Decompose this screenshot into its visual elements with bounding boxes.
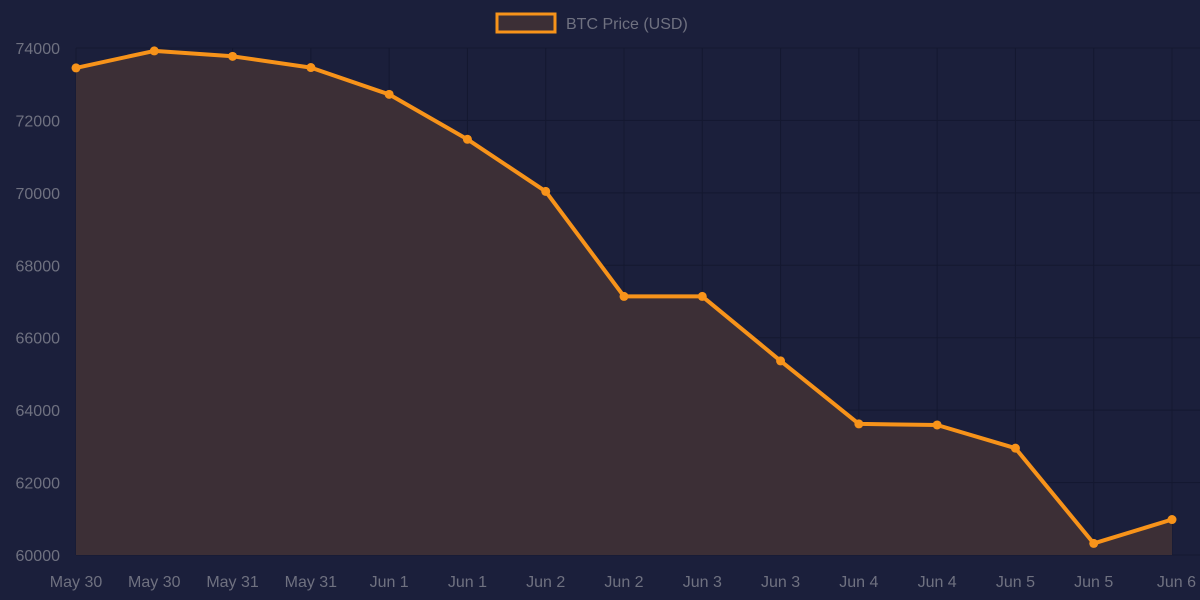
legend[interactable]: BTC Price (USD) <box>495 12 688 34</box>
x-tick-label: Jun 1 <box>370 574 409 591</box>
y-axis-ticks: 60000 62000 64000 66000 68000 70000 72000 74000 <box>16 41 61 565</box>
data-point[interactable] <box>1010 443 1020 453</box>
data-point[interactable] <box>776 356 786 366</box>
x-tick-label: May 30 <box>128 574 181 591</box>
data-point[interactable] <box>1167 515 1177 525</box>
data-point[interactable] <box>462 134 472 144</box>
x-tick-label: Jun 5 <box>996 574 1035 591</box>
data-point[interactable] <box>932 420 942 430</box>
y-tick-label: 66000 <box>16 331 61 348</box>
y-tick-label: 60000 <box>16 548 61 565</box>
data-point[interactable] <box>149 46 159 56</box>
data-point[interactable] <box>306 63 316 73</box>
data-point[interactable] <box>619 291 629 301</box>
data-points <box>71 46 1177 548</box>
data-point[interactable] <box>384 89 394 99</box>
x-tick-label: May 30 <box>50 574 103 591</box>
y-tick-label: 64000 <box>16 403 61 420</box>
x-axis-ticks: May 30 May 30 May 31 May 31 Jun 1 Jun 1 Jun 2 J… <box>50 574 1196 591</box>
x-tick-label: Jun 2 <box>604 574 643 591</box>
y-tick-label: 74000 <box>16 41 61 58</box>
y-tick-label: 72000 <box>16 113 61 130</box>
x-tick-label: Jun 1 <box>448 574 487 591</box>
legend-label: BTC Price (USD) <box>566 16 688 33</box>
x-tick-label: May 31 <box>285 574 338 591</box>
area-fill <box>76 50 1172 556</box>
data-point[interactable] <box>854 419 864 429</box>
y-tick-label: 68000 <box>16 258 61 275</box>
x-tick-label: May 31 <box>206 574 259 591</box>
y-tick-label: 62000 <box>16 476 61 493</box>
data-point[interactable] <box>697 291 707 301</box>
x-tick-label: Jun 5 <box>1074 574 1113 591</box>
data-point[interactable] <box>541 186 551 196</box>
x-tick-label: Jun 3 <box>683 574 722 591</box>
data-point[interactable] <box>228 51 238 61</box>
legend-swatch <box>495 12 557 34</box>
x-tick-label: Jun 3 <box>761 574 800 591</box>
x-tick-label: Jun 6 <box>1157 574 1196 591</box>
y-tick-label: 70000 <box>16 186 61 203</box>
x-tick-label: Jun 2 <box>526 574 565 591</box>
data-point[interactable] <box>71 63 81 73</box>
data-point[interactable] <box>1089 538 1099 548</box>
x-tick-label: Jun 4 <box>918 574 957 591</box>
x-tick-label: Jun 4 <box>839 574 878 591</box>
